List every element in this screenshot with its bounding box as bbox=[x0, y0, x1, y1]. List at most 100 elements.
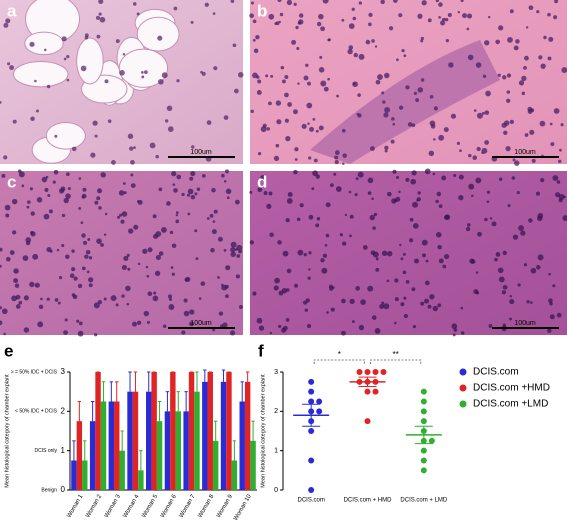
nucleus bbox=[304, 308, 308, 312]
nucleus bbox=[506, 98, 511, 103]
histology-image: b 100um bbox=[249, 0, 567, 166]
legend-marker bbox=[459, 368, 467, 376]
nucleus bbox=[155, 154, 159, 159]
nucleus bbox=[416, 199, 419, 202]
nucleus bbox=[319, 55, 323, 59]
nucleus bbox=[115, 39, 120, 44]
nucleus bbox=[43, 213, 50, 220]
nucleus bbox=[260, 175, 266, 181]
nucleus bbox=[556, 180, 561, 184]
data-point bbox=[420, 388, 427, 395]
nucleus bbox=[424, 168, 431, 175]
nucleus bbox=[341, 18, 345, 22]
nucleus bbox=[301, 123, 307, 129]
nucleus bbox=[98, 206, 102, 210]
nucleus bbox=[367, 177, 374, 184]
nucleus bbox=[234, 248, 238, 251]
nucleus bbox=[358, 1, 363, 5]
nucleus bbox=[320, 26, 326, 32]
nucleus bbox=[32, 253, 39, 260]
nucleus bbox=[484, 140, 490, 145]
nucleus bbox=[87, 238, 91, 241]
nucleus bbox=[98, 12, 102, 16]
x-tick-label: Woman 9 bbox=[216, 493, 234, 519]
bar bbox=[114, 401, 120, 490]
nucleus bbox=[384, 145, 389, 150]
nucleus bbox=[368, 22, 372, 27]
nucleus bbox=[509, 295, 513, 298]
nucleus bbox=[524, 133, 529, 137]
nucleus bbox=[206, 217, 210, 220]
nucleus bbox=[200, 70, 203, 74]
nucleus bbox=[528, 5, 534, 11]
nucleus bbox=[421, 0, 427, 6]
nucleus bbox=[433, 106, 438, 111]
nucleus bbox=[54, 298, 59, 302]
nucleus bbox=[25, 237, 32, 243]
nucleus bbox=[274, 277, 281, 284]
nucleus bbox=[130, 183, 136, 188]
nucleus bbox=[367, 285, 374, 292]
nucleus bbox=[18, 300, 23, 305]
nucleus bbox=[485, 90, 491, 97]
nucleus bbox=[66, 172, 70, 177]
nucleus bbox=[71, 293, 76, 297]
data-point bbox=[356, 369, 363, 375]
nucleus bbox=[411, 170, 417, 176]
nucleus bbox=[161, 72, 168, 79]
nucleus bbox=[384, 72, 390, 79]
nucleus bbox=[196, 187, 201, 191]
nucleus bbox=[322, 0, 329, 4]
nucleus bbox=[277, 240, 282, 245]
nucleus bbox=[505, 145, 511, 152]
nucleus bbox=[252, 19, 257, 24]
nucleus bbox=[322, 253, 328, 258]
nucleus bbox=[429, 294, 435, 300]
nucleus bbox=[81, 195, 85, 199]
nucleus bbox=[306, 102, 313, 109]
nucleus bbox=[76, 319, 80, 323]
nucleus bbox=[339, 233, 343, 237]
nucleus bbox=[25, 241, 31, 246]
nucleus bbox=[548, 36, 554, 42]
nucleus bbox=[265, 74, 269, 78]
nucleus bbox=[5, 213, 10, 218]
nucleus bbox=[23, 295, 29, 301]
nucleus bbox=[54, 134, 58, 138]
nucleus bbox=[482, 74, 487, 78]
nucleus bbox=[230, 247, 236, 253]
nucleus bbox=[420, 36, 424, 41]
nucleus bbox=[420, 39, 424, 43]
nucleus bbox=[484, 110, 490, 115]
nucleus bbox=[103, 233, 107, 236]
x-tick-label: DCIS.com + LMD bbox=[400, 498, 448, 504]
fat-cell bbox=[24, 31, 64, 56]
nucleus bbox=[158, 251, 164, 256]
nucleus bbox=[0, 247, 3, 252]
nucleus bbox=[399, 243, 402, 247]
x-tick-label: Woman 10 bbox=[233, 493, 253, 521]
nucleus bbox=[3, 22, 9, 28]
nucleus bbox=[371, 39, 375, 43]
nucleus bbox=[413, 91, 418, 95]
nucleus bbox=[521, 91, 526, 96]
nucleus bbox=[517, 283, 521, 287]
nucleus bbox=[210, 247, 215, 253]
nucleus bbox=[52, 180, 56, 184]
nucleus bbox=[38, 304, 44, 310]
nucleus bbox=[476, 112, 483, 119]
nucleus bbox=[303, 75, 309, 81]
nucleus bbox=[321, 267, 328, 274]
nucleus bbox=[358, 53, 365, 60]
nucleus bbox=[236, 254, 241, 258]
nucleus bbox=[286, 0, 293, 6]
nucleus bbox=[173, 188, 178, 193]
nucleus bbox=[358, 324, 365, 331]
nucleus bbox=[308, 214, 314, 220]
nucleus bbox=[556, 312, 562, 318]
nucleus bbox=[333, 172, 337, 176]
bar bbox=[231, 460, 238, 490]
nucleus bbox=[293, 2, 297, 6]
